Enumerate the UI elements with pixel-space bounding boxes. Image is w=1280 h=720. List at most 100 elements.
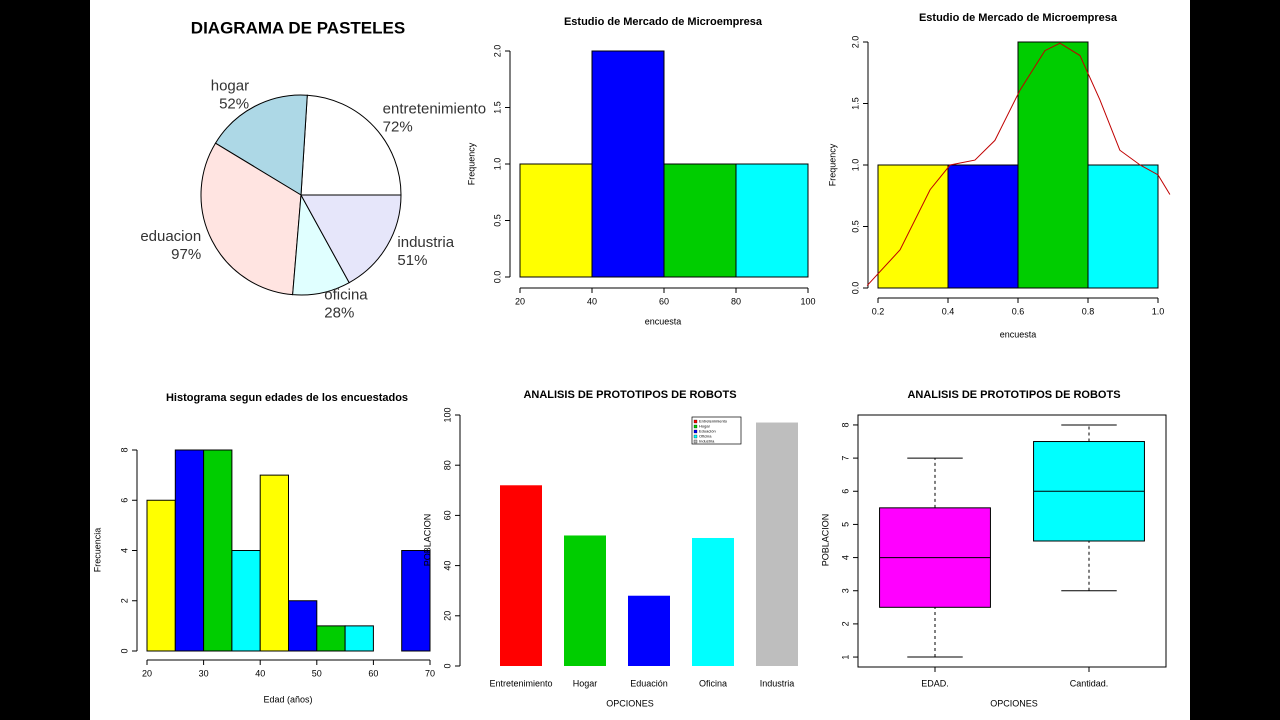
y-tick-label: 80 xyxy=(442,460,452,470)
x-tick-label: 1.0 xyxy=(1152,306,1165,316)
y-tick-label: 40 xyxy=(442,561,452,571)
y-tick-label: 6 xyxy=(119,498,129,503)
x-tick-label: 20 xyxy=(515,296,525,306)
y-tick-label: 0 xyxy=(119,648,129,653)
y-tick-label: 8 xyxy=(840,422,850,427)
bar xyxy=(500,485,542,666)
slice-value-label: 72% xyxy=(383,118,413,135)
legend-box xyxy=(691,416,742,445)
pie-slice xyxy=(214,94,308,196)
y-tick-label: 6 xyxy=(840,489,850,494)
slice-label: industria xyxy=(397,234,454,251)
x-tick-label: 60 xyxy=(659,296,669,306)
y-tick-label: 60 xyxy=(442,510,452,520)
histogram-bar xyxy=(1017,41,1089,289)
pie-slice xyxy=(200,142,302,296)
chart-title: ANALISIS DE PROTOTIPOS DE ROBOTS xyxy=(907,389,1120,401)
x-tick-label: 60 xyxy=(368,668,378,678)
bar xyxy=(628,595,670,666)
bar xyxy=(692,537,734,666)
x-tick-label: 50 xyxy=(312,668,322,678)
y-tick-label: 0.5 xyxy=(850,220,860,233)
legend-label: Eduación xyxy=(699,429,716,434)
histogram-bar xyxy=(344,625,374,652)
x-axis-label: Edad (años) xyxy=(263,694,312,704)
x-tick-label: EDAD. xyxy=(921,678,949,688)
x-axis-label: encuesta xyxy=(645,316,682,326)
x-tick-label: 0.8 xyxy=(1082,306,1095,316)
legend-swatch xyxy=(693,434,698,439)
chart-title: ANALISIS DE PROTOTIPOS DE ROBOTS xyxy=(523,389,736,401)
y-tick-label: 1.5 xyxy=(850,97,860,110)
slice-value-label: 52% xyxy=(219,96,249,113)
y-axis-label: Frecuencia xyxy=(92,528,102,573)
slice-label: oficina xyxy=(324,287,368,304)
x-tick-label: Industria xyxy=(760,678,795,688)
y-tick-label: 0.0 xyxy=(492,271,502,284)
y-axis-label: POBLACION xyxy=(422,514,432,567)
y-tick-label: 4 xyxy=(840,555,850,560)
legend-label: Industria xyxy=(699,439,715,444)
y-tick-label: 7 xyxy=(840,456,850,461)
y-tick-label: 2.0 xyxy=(850,36,860,49)
histogram-bar xyxy=(735,163,809,278)
histogram-bar xyxy=(519,163,593,278)
slice-label: eduacion xyxy=(140,228,201,245)
slice-value-label: 51% xyxy=(397,252,427,269)
x-tick-label: Cantidad. xyxy=(1070,678,1109,688)
y-tick-label: 1.0 xyxy=(850,159,860,172)
pie-slice xyxy=(300,194,402,284)
chart-title: DIAGRAMA DE PASTELES xyxy=(191,18,405,37)
bar xyxy=(756,422,798,666)
x-tick-label: Hogar xyxy=(573,678,598,688)
y-tick-label: 0.0 xyxy=(850,282,860,295)
y-axis-label: Frequency xyxy=(466,142,476,185)
slice-label: hogar xyxy=(211,78,249,95)
y-tick-label: 2 xyxy=(840,621,850,626)
histogram-bar xyxy=(877,164,949,289)
y-tick-label: 0.5 xyxy=(492,214,502,227)
y-tick-label: 20 xyxy=(442,611,452,621)
legend-swatch xyxy=(693,439,698,444)
y-axis-label: Frequency xyxy=(827,143,837,186)
histogram-bar xyxy=(316,625,346,652)
x-tick-label: 30 xyxy=(199,668,209,678)
histogram-bar xyxy=(1087,164,1159,289)
histogram-bar xyxy=(259,474,290,652)
histogram-bar xyxy=(947,164,1019,289)
x-axis-label: encuesta xyxy=(1000,329,1037,339)
x-tick-label: Oficina xyxy=(699,678,727,688)
density-line xyxy=(866,42,1171,286)
bar xyxy=(564,535,606,666)
slice-value-label: 28% xyxy=(324,305,354,322)
x-tick-label: 0.4 xyxy=(942,306,955,316)
slice-label: entretenimiento xyxy=(383,100,486,117)
x-tick-label: Eduación xyxy=(630,678,668,688)
x-axis-label: OPCIONES xyxy=(606,698,654,708)
x-tick-label: 20 xyxy=(142,668,152,678)
y-tick-label: 4 xyxy=(119,548,129,553)
legend-swatch xyxy=(693,429,698,434)
y-tick-label: 100 xyxy=(442,407,452,422)
y-tick-label: 1.5 xyxy=(492,101,502,114)
y-tick-label: 1.0 xyxy=(492,158,502,171)
y-tick-label: 5 xyxy=(840,522,850,527)
histogram-bar xyxy=(663,163,737,278)
x-tick-label: 40 xyxy=(255,668,265,678)
x-tick-label: 70 xyxy=(425,668,435,678)
x-tick-label: 0.6 xyxy=(1012,306,1025,316)
legend-label: Entretenimiento xyxy=(699,419,728,424)
chart-title: Estudio de Mercado de Microempresa xyxy=(919,12,1118,24)
y-tick-label: 8 xyxy=(119,447,129,452)
legend-swatch xyxy=(693,424,698,429)
y-tick-label: 0 xyxy=(442,663,452,668)
x-tick-label: Entretenimiento xyxy=(489,678,552,688)
histogram-bar xyxy=(591,50,665,278)
x-tick-label: 40 xyxy=(587,296,597,306)
legend-label: Oficina xyxy=(699,434,712,439)
histogram-bar xyxy=(231,550,261,652)
chart-title: Histograma segun edades de los encuestad… xyxy=(166,392,408,404)
x-tick-label: 80 xyxy=(731,296,741,306)
y-tick-label: 2 xyxy=(119,598,129,603)
